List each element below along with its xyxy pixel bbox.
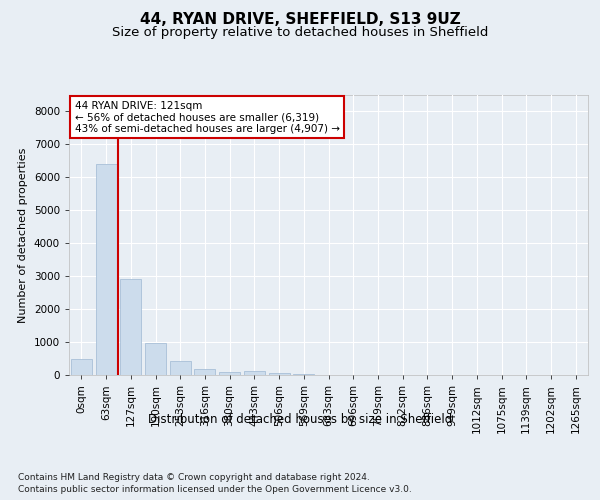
Text: Distribution of detached houses by size in Sheffield: Distribution of detached houses by size … <box>148 412 452 426</box>
Text: 44 RYAN DRIVE: 121sqm
← 56% of detached houses are smaller (6,319)
43% of semi-d: 44 RYAN DRIVE: 121sqm ← 56% of detached … <box>74 100 340 134</box>
Bar <box>170 361 191 375</box>
Bar <box>145 342 166 375</box>
Text: Contains public sector information licensed under the Open Government Licence v3: Contains public sector information licen… <box>18 485 412 494</box>
Bar <box>120 280 141 375</box>
Bar <box>95 164 116 375</box>
Y-axis label: Number of detached properties: Number of detached properties <box>18 148 28 322</box>
Text: 44, RYAN DRIVE, SHEFFIELD, S13 9UZ: 44, RYAN DRIVE, SHEFFIELD, S13 9UZ <box>140 12 460 28</box>
Bar <box>219 372 240 375</box>
Bar <box>71 359 92 375</box>
Bar <box>269 374 290 375</box>
Bar <box>194 370 215 375</box>
Bar <box>293 374 314 375</box>
Text: Contains HM Land Registry data © Crown copyright and database right 2024.: Contains HM Land Registry data © Crown c… <box>18 472 370 482</box>
Bar <box>244 370 265 375</box>
Text: Size of property relative to detached houses in Sheffield: Size of property relative to detached ho… <box>112 26 488 39</box>
